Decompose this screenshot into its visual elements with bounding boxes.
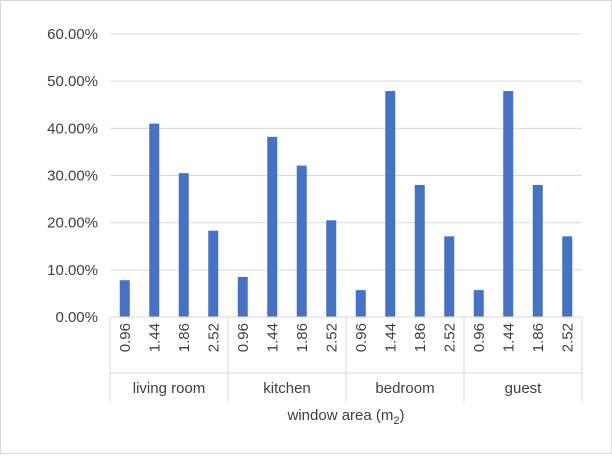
y-axis-tick-labels: 0.00% 10.00% 20.00% 30.00% 40.00% 50.00% 60.00… xyxy=(47,26,98,326)
x-subcategory-label: 1.86 xyxy=(294,323,311,352)
bar xyxy=(326,220,337,317)
x-subcategory-label: 1.86 xyxy=(176,323,193,352)
x-subcategory-label: 0.96 xyxy=(471,323,488,352)
x-subcategory-label: 0.96 xyxy=(235,323,252,352)
bar xyxy=(444,236,455,317)
bar xyxy=(473,290,484,317)
x-axis-title-subscript: 2 xyxy=(393,415,399,427)
x-group-label: kitchen xyxy=(263,380,311,397)
y-tick-label: 60.00% xyxy=(47,26,98,43)
x-subcategory-label: 1.44 xyxy=(500,323,517,352)
x-group-label: guest xyxy=(505,380,543,397)
bar xyxy=(355,290,366,317)
bar xyxy=(503,91,514,318)
x-subcategory-label: 1.44 xyxy=(146,323,163,352)
bar xyxy=(414,184,425,317)
y-tick-label: 10.00% xyxy=(47,262,98,279)
x-subcategory-label: 1.86 xyxy=(530,323,547,352)
x-subcategory-label: 2.52 xyxy=(205,323,222,352)
y-tick-label: 50.00% xyxy=(47,73,98,90)
bar xyxy=(532,184,543,317)
bar xyxy=(149,123,160,317)
y-tick-label: 20.00% xyxy=(47,215,98,232)
bar xyxy=(296,165,307,317)
bars xyxy=(119,91,573,318)
x-subcategory-label: 1.86 xyxy=(412,323,429,352)
x-group-label: bedroom xyxy=(375,380,434,397)
x-axis-title-close: ) xyxy=(400,407,405,424)
x-subcategory-label: 2.52 xyxy=(323,323,340,352)
x-axis-title-text: window area (m xyxy=(287,407,394,424)
x-subcategory-label: 1.44 xyxy=(382,323,399,352)
y-tick-label: 30.00% xyxy=(47,168,98,185)
x-subcategory-label: 2.52 xyxy=(441,323,458,352)
x-axis-title: window area (m2) xyxy=(287,407,405,427)
x-group-label: living room xyxy=(133,380,206,397)
x-subcategory-label: 1.44 xyxy=(264,323,281,352)
bar xyxy=(267,136,278,317)
bar xyxy=(385,91,396,318)
bar xyxy=(119,280,130,317)
x-subcategory-label: 2.52 xyxy=(559,323,576,352)
x-subcategory-label: 0.96 xyxy=(117,323,134,352)
x-subcategory-label: 0.96 xyxy=(353,323,370,352)
x-axis: 0.96 1.44 1.86 2.52 0.96 1.44 1.86 2.52 0.96 1.44… xyxy=(109,316,583,402)
bar xyxy=(237,276,248,317)
y-tick-label: 40.00% xyxy=(47,120,98,137)
bar xyxy=(208,230,219,317)
bar xyxy=(178,173,189,317)
bar xyxy=(562,236,573,317)
y-tick-label: 0.00% xyxy=(55,309,98,326)
